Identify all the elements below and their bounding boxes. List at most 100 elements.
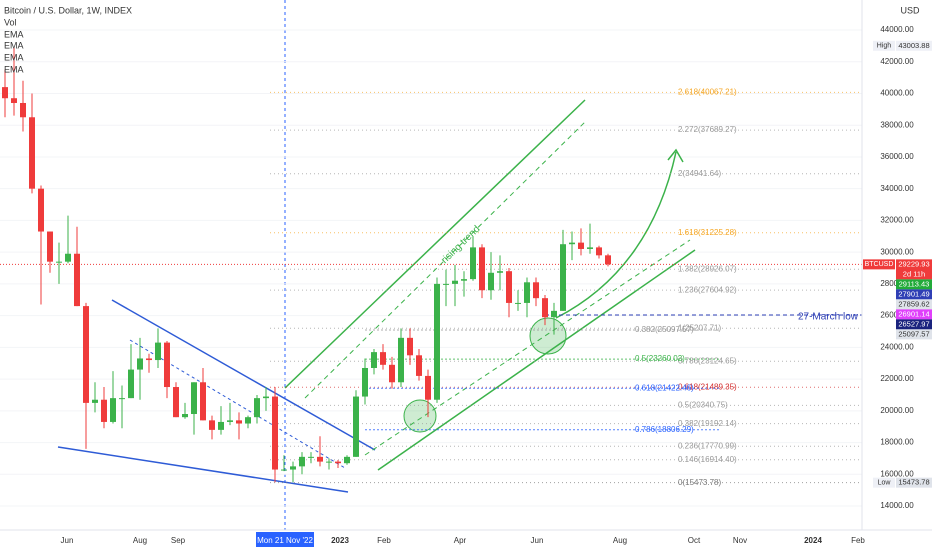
- y-tick-label: 34000.00: [880, 184, 914, 193]
- x-tick-label: 2024: [804, 536, 822, 545]
- price-label-bg: [896, 309, 932, 320]
- fib-label: 2.618(40067.21): [678, 88, 737, 97]
- candle-body: [299, 456, 305, 467]
- y-tick-label: 16000.00: [880, 469, 914, 478]
- price-label: 43003.88: [898, 41, 929, 50]
- price-label-bg: [896, 319, 932, 330]
- grid: [0, 29, 862, 507]
- candle-body: [497, 271, 503, 273]
- y-tick-label: 18000.00: [880, 438, 914, 447]
- candle-body: [353, 396, 359, 457]
- candle-body: [569, 242, 575, 245]
- y-tick-label: 20000.00: [880, 406, 914, 415]
- fib-label: 0.382(19192.14): [678, 419, 737, 428]
- fib-label: 0.786(18806.29): [635, 425, 694, 434]
- x-tick-label: Apr: [454, 536, 467, 545]
- price-label: 26527.97: [898, 319, 929, 328]
- price-tag: Low: [878, 479, 892, 486]
- candle-body: [470, 247, 476, 280]
- circle: [529, 317, 567, 355]
- price-tag: High: [877, 43, 892, 50]
- candle-body: [461, 279, 467, 281]
- indicator: EMA: [4, 64, 24, 74]
- x-tick-label: Feb: [377, 536, 391, 545]
- candle-body: [47, 231, 53, 262]
- candle-body: [227, 420, 233, 422]
- candle-body: [587, 247, 593, 249]
- price-label: 27901.49: [898, 289, 929, 298]
- candle-body: [344, 456, 350, 464]
- fib-label: 1.382(28926.07): [678, 264, 737, 273]
- candle-body: [146, 358, 152, 361]
- candle-body: [479, 247, 485, 291]
- price-label-bg: [896, 279, 932, 290]
- price-tag-bg: [873, 40, 895, 51]
- countdown: 2d 11h: [903, 269, 925, 278]
- candle-body: [398, 337, 404, 383]
- candle-body: [209, 420, 215, 430]
- wedge-upper: [111, 299, 376, 451]
- price-tag-bg: [863, 259, 895, 270]
- candle-body: [2, 87, 8, 99]
- fib-label: 1(25207.71): [678, 323, 721, 332]
- fib-label: 1.236(27604.92): [678, 285, 737, 294]
- fib-label: 1.618(31225.28): [678, 228, 737, 237]
- candle-body: [29, 117, 35, 189]
- candle-body: [83, 306, 89, 403]
- fib-label: 2(34941.64): [678, 169, 721, 178]
- fib-label: 0.5(23260.02): [635, 354, 685, 363]
- price-tag-bg: [873, 477, 895, 488]
- candle-body: [218, 421, 224, 430]
- indicator: EMA: [4, 29, 24, 39]
- currency: USD: [900, 5, 920, 15]
- candle-body: [317, 456, 323, 462]
- candle-body: [605, 255, 611, 265]
- candle-body: [389, 364, 395, 383]
- candle-body: [362, 367, 368, 397]
- x-tick-label: Aug: [613, 536, 627, 545]
- candle-body: [128, 369, 134, 399]
- axes: 14000.00 16000.00 18000.00 20000.00 22000.00…: [61, 25, 932, 547]
- candle-body: [272, 396, 278, 470]
- fib-label: 0(15473.78): [678, 478, 721, 487]
- candle-body: [92, 399, 98, 403]
- price-label: 26901.14: [898, 309, 929, 318]
- x-tick-label: Oct: [688, 536, 701, 545]
- price-label: 29113.43: [899, 279, 930, 288]
- candle-body: [74, 253, 80, 307]
- candle-body: [119, 398, 125, 400]
- candle-body: [191, 382, 197, 415]
- indicator: Vol: [4, 17, 17, 27]
- candle-body: [533, 282, 539, 299]
- candle-body: [452, 280, 458, 284]
- candle-body: [578, 242, 584, 249]
- candle-body: [164, 342, 170, 388]
- x-tick-label: Jun: [61, 536, 74, 545]
- candle-body: [245, 417, 251, 424]
- candle-body: [560, 244, 566, 311]
- fib-label: 0.618(21489.35): [678, 382, 737, 391]
- crosshair-label-bg: [256, 532, 314, 547]
- candle-body: [335, 461, 341, 464]
- indicator: EMA: [4, 40, 24, 50]
- candle-body: [20, 102, 26, 118]
- candle-body: [38, 188, 44, 232]
- candle-body: [254, 398, 260, 418]
- candle-body: [11, 98, 17, 103]
- channel-upper: [284, 99, 586, 389]
- price-label-bg: [896, 299, 932, 310]
- candle-body: [506, 271, 512, 303]
- candle-body: [326, 461, 332, 463]
- candle-body: [65, 253, 71, 262]
- y-tick-label: 32000.00: [880, 216, 914, 225]
- annotation: 27-March low: [798, 312, 859, 323]
- candle-body: [542, 298, 548, 318]
- x-tick-label: 2023: [331, 536, 349, 545]
- candle-body: [407, 337, 413, 356]
- x-tick-label: Mon 21 Nov '22: [257, 536, 313, 545]
- fib-label: 0.382(25097.57): [635, 325, 694, 334]
- candle-body: [290, 466, 296, 470]
- candle-body: [137, 358, 143, 370]
